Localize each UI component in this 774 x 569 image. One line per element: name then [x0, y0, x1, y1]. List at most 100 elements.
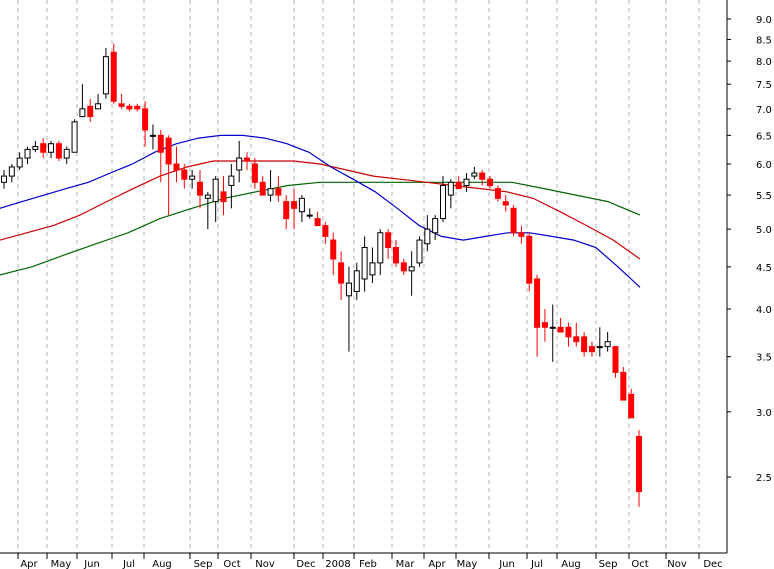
candle	[71, 119, 78, 153]
candle	[126, 103, 133, 112]
candle-body	[134, 105, 141, 110]
y-tick-label: 3.0	[756, 408, 772, 419]
candle-body	[502, 201, 509, 206]
candle-body	[557, 326, 564, 333]
candle-body	[251, 163, 258, 183]
candle-body	[24, 148, 31, 159]
candle-body	[212, 178, 219, 203]
candle	[291, 188, 298, 230]
x-tick-label: Nov	[667, 559, 687, 569]
candle	[447, 179, 454, 209]
candle-body	[110, 51, 117, 102]
candle-body	[628, 393, 635, 419]
candle	[400, 258, 407, 275]
candle-body	[87, 105, 94, 118]
candle	[588, 341, 595, 357]
candle	[338, 251, 345, 301]
candle	[157, 129, 164, 183]
candle-body	[244, 157, 251, 162]
candle-body	[79, 108, 86, 118]
x-tick-label: Mar	[396, 559, 416, 569]
candle	[377, 229, 384, 275]
candle	[636, 430, 642, 507]
candle-body	[494, 188, 501, 199]
candle-body	[32, 146, 39, 150]
candle-body	[322, 225, 329, 237]
candle-body	[510, 207, 517, 234]
candle	[236, 140, 243, 183]
x-tick-label: Apr	[20, 559, 38, 569]
candle-body	[142, 108, 149, 131]
candle-body	[518, 232, 525, 237]
candle	[283, 195, 290, 230]
y-tick-label: 6.5	[756, 131, 772, 142]
candle-body	[118, 103, 125, 107]
candle-body	[463, 178, 470, 186]
candle	[385, 229, 392, 259]
x-tick-label: Sep	[599, 559, 618, 569]
candle	[612, 346, 619, 378]
y-tick-label: 7.5	[756, 80, 772, 91]
candle	[196, 169, 203, 209]
candle	[620, 367, 627, 401]
candle	[345, 266, 352, 352]
candle	[275, 176, 282, 202]
candle-body	[275, 188, 282, 196]
candle	[228, 163, 235, 209]
y-tick-label: 2.5	[756, 473, 772, 484]
candle	[8, 163, 15, 183]
candle-body	[581, 336, 588, 353]
candle	[369, 247, 376, 284]
x-tick-label: Dec	[703, 559, 722, 569]
candle	[244, 152, 251, 170]
x-tick-label: May	[51, 559, 72, 569]
candle	[142, 101, 149, 147]
x-tick-label: Oct	[223, 559, 240, 569]
candle	[212, 176, 219, 223]
candle-body	[189, 175, 196, 180]
candle-body	[353, 270, 360, 293]
candle	[322, 222, 329, 244]
candle-body	[487, 178, 494, 186]
x-tick-label: Sep	[194, 559, 213, 569]
candle	[32, 140, 39, 153]
candle	[604, 332, 611, 352]
candle-body	[330, 239, 337, 260]
candle-body	[408, 266, 415, 272]
candle	[330, 232, 337, 275]
candle	[581, 332, 588, 357]
y-tick-label: 3.5	[756, 353, 772, 364]
y-tick-label: 6.0	[756, 160, 772, 171]
candle	[565, 322, 572, 347]
x-tick-label: 2008	[325, 559, 350, 569]
candle	[134, 103, 141, 112]
candle	[181, 163, 188, 189]
candle-body	[102, 56, 109, 95]
candle-body	[345, 282, 352, 297]
candle-body	[565, 326, 572, 338]
candle-body	[541, 322, 548, 328]
candle-body	[620, 371, 627, 401]
candle-body	[204, 194, 211, 199]
x-tick-label: Aug	[561, 559, 581, 569]
candle-body	[165, 137, 172, 165]
candle-body	[16, 157, 23, 168]
candle	[110, 43, 117, 104]
x-tick-label: Jun	[83, 559, 100, 569]
candle-body	[534, 278, 541, 328]
candle-body	[291, 201, 298, 209]
candle-body	[377, 232, 384, 264]
candle-body	[392, 247, 399, 264]
candle-body	[40, 143, 47, 153]
candle-body	[471, 172, 478, 177]
candle-body	[385, 232, 392, 249]
x-tick-label: May	[457, 559, 478, 569]
candle	[259, 176, 266, 196]
candle	[549, 304, 556, 362]
candle-body	[95, 103, 102, 110]
candle	[487, 176, 494, 189]
candle	[87, 98, 94, 122]
candle	[361, 236, 368, 292]
